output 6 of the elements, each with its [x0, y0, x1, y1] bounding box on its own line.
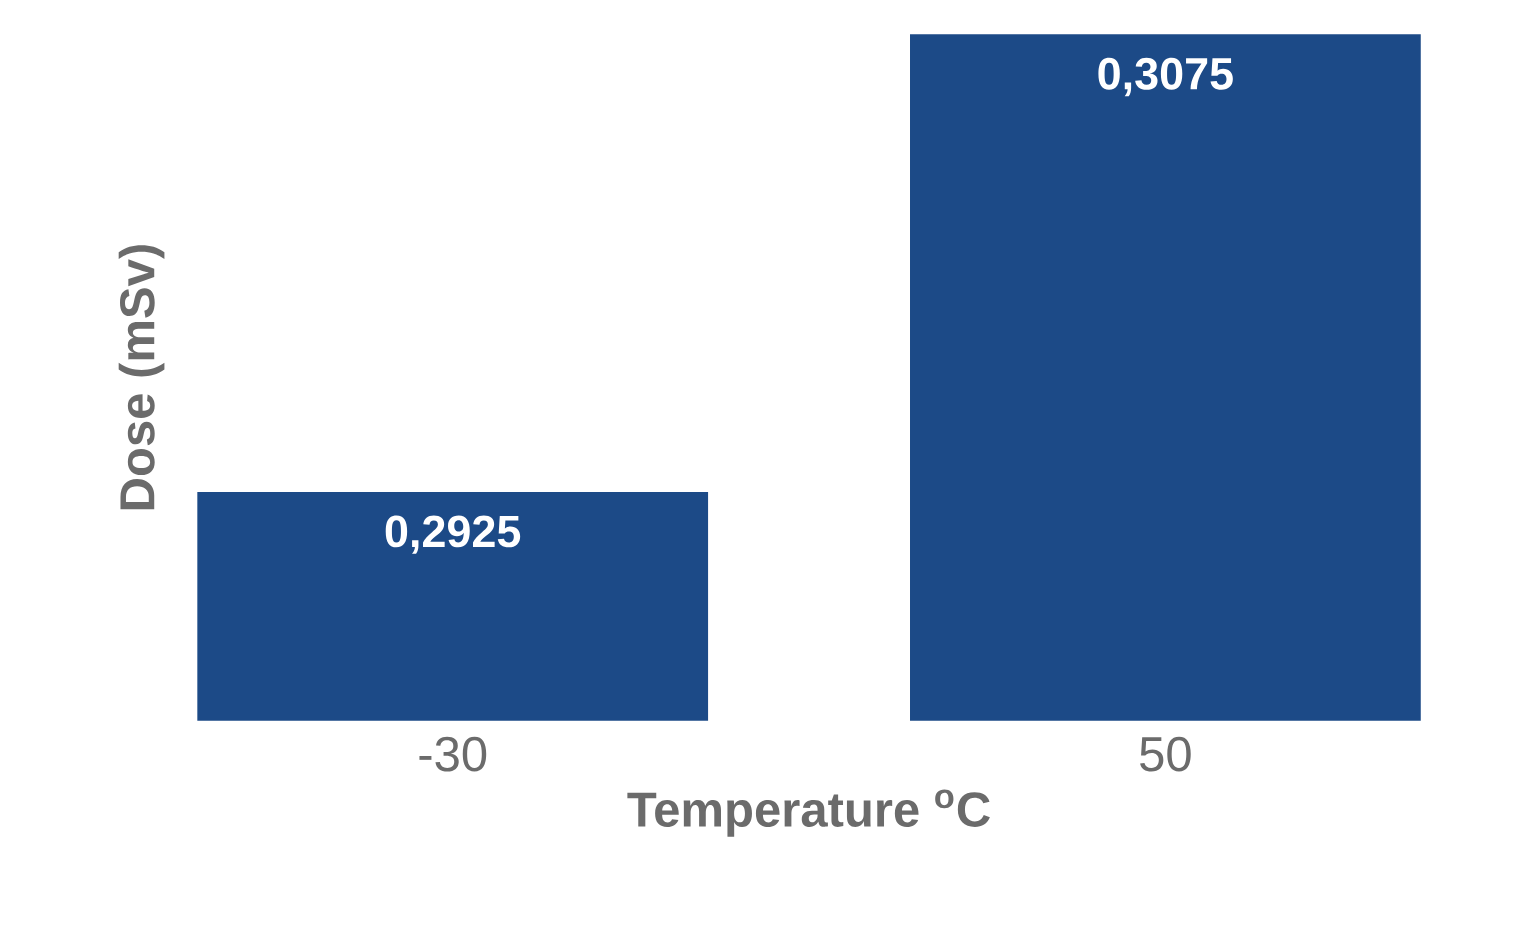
x-axis-title: Temperature $^{o}$C	[627, 789, 990, 837]
data-label: 0,2925	[385, 515, 521, 554]
x-tick-label: 50	[1140, 736, 1191, 772]
y-axis-title: Dose (mSv)	[118, 245, 165, 510]
x-tick-label: -30	[419, 736, 487, 772]
data-label: 0,3075	[1098, 58, 1233, 97]
